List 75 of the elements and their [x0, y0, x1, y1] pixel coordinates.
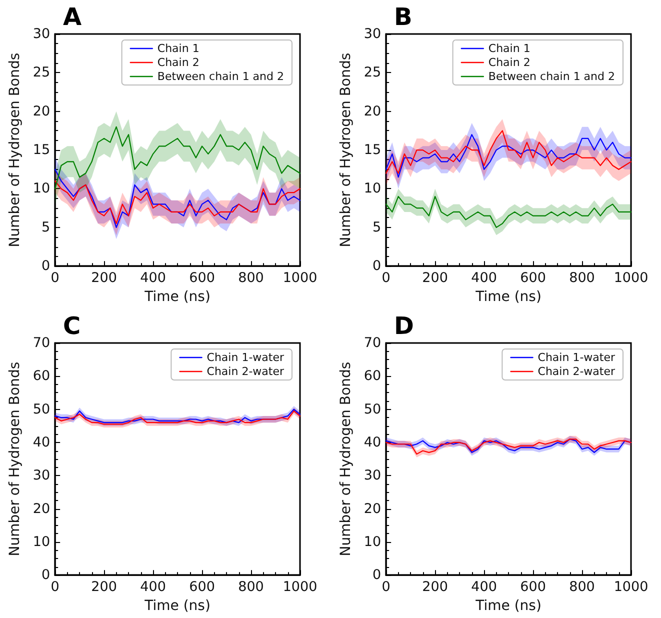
legend-label: Chain 2 [157, 56, 200, 69]
x-tick-label: 1000 [614, 579, 648, 596]
legend-label: Between chain 1 and 2 [488, 70, 616, 83]
legend-label: Chain 1-water [206, 351, 284, 364]
y-tick-label: 40 [32, 434, 50, 450]
y-tick-label: 20 [364, 500, 382, 517]
x-tick-label: 800 [238, 579, 264, 596]
y-tick-label: 30 [364, 468, 382, 484]
y-tick-label: 0 [41, 258, 50, 274]
legend-label: Chain 1 [157, 42, 200, 55]
y-tick-label: 30 [32, 468, 50, 484]
x-tick-label: 800 [238, 270, 264, 286]
y-tick-label: 70 [364, 335, 382, 351]
x-tick-label: 600 [520, 579, 546, 596]
x-tick-label: 200 [91, 579, 117, 596]
y-tick-label: 0 [372, 258, 382, 274]
y-tick-label: 10 [364, 534, 382, 550]
y-axis-title: Number of Hydrogen Bonds [338, 362, 354, 556]
y-tick-label: 10 [32, 180, 50, 197]
y-tick-label: 0 [41, 567, 50, 584]
x-tick-label: 600 [520, 270, 546, 286]
x-axis-title: Time (ns) [144, 598, 210, 614]
y-tick-label: 25 [364, 64, 382, 81]
y-tick-label: 15 [364, 142, 382, 158]
x-tick-label: 200 [91, 270, 117, 286]
x-axis-title: Time (ns) [144, 289, 210, 305]
line-series [54, 180, 301, 224]
y-tick-label: 60 [32, 368, 50, 384]
legend-label: Chain 2 [488, 56, 530, 69]
x-tick-label: 1000 [614, 270, 648, 286]
x-tick-label: 1000 [282, 270, 318, 286]
y-tick-label: 5 [41, 219, 50, 236]
y-tick-label: 10 [364, 180, 382, 197]
chart-title: B [394, 3, 412, 31]
y-tick-label: 25 [32, 64, 50, 81]
y-tick-label: 40 [364, 434, 382, 450]
x-tick-label: 600 [189, 579, 215, 596]
x-tick-label: 400 [471, 579, 497, 596]
y-tick-label: 5 [372, 219, 382, 236]
legend-label: Chain 2-water [206, 365, 284, 378]
y-tick-label: 70 [32, 335, 50, 351]
chart-title: C [63, 312, 81, 340]
x-tick-label: 800 [569, 270, 595, 286]
x-tick-label: 400 [471, 270, 497, 286]
x-tick-label: 200 [422, 579, 448, 596]
x-tick-label: 200 [422, 270, 448, 286]
line-series [54, 126, 301, 190]
x-axis-title: Time (ns) [474, 289, 542, 305]
x-tick-label: 400 [140, 579, 166, 596]
x-tick-label: 400 [140, 270, 166, 286]
y-axis-title: Number of Hydrogen Bonds [7, 52, 23, 248]
chart-title: D [394, 312, 414, 340]
chart-title: A [63, 3, 82, 31]
x-axis-title: Time (ns) [474, 598, 542, 614]
y-tick-label: 10 [32, 534, 50, 550]
y-tick-label: 30 [32, 26, 50, 42]
x-tick-label: 1000 [282, 579, 318, 596]
legend-label: Chain 1-water [538, 351, 616, 364]
y-tick-label: 30 [364, 26, 382, 42]
y-tick-label: 50 [364, 401, 382, 418]
y-tick-label: 50 [32, 401, 50, 418]
x-tick-label: 600 [189, 270, 215, 286]
legend-label: Between chain 1 and 2 [157, 70, 284, 83]
y-tick-label: 20 [364, 103, 382, 120]
y-axis-title: Number of Hydrogen Bonds [338, 52, 354, 248]
y-tick-label: 20 [32, 103, 50, 120]
line-series [386, 196, 632, 228]
legend-label: Chain 1 [488, 42, 530, 55]
y-tick-label: 60 [364, 368, 382, 384]
x-tick-label: 800 [569, 579, 595, 596]
legend-label: Chain 2-water [538, 365, 616, 378]
y-tick-label: 15 [32, 142, 50, 158]
y-tick-label: 0 [372, 567, 382, 584]
y-axis-title: Number of Hydrogen Bonds [7, 362, 23, 556]
y-tick-label: 20 [32, 500, 50, 517]
